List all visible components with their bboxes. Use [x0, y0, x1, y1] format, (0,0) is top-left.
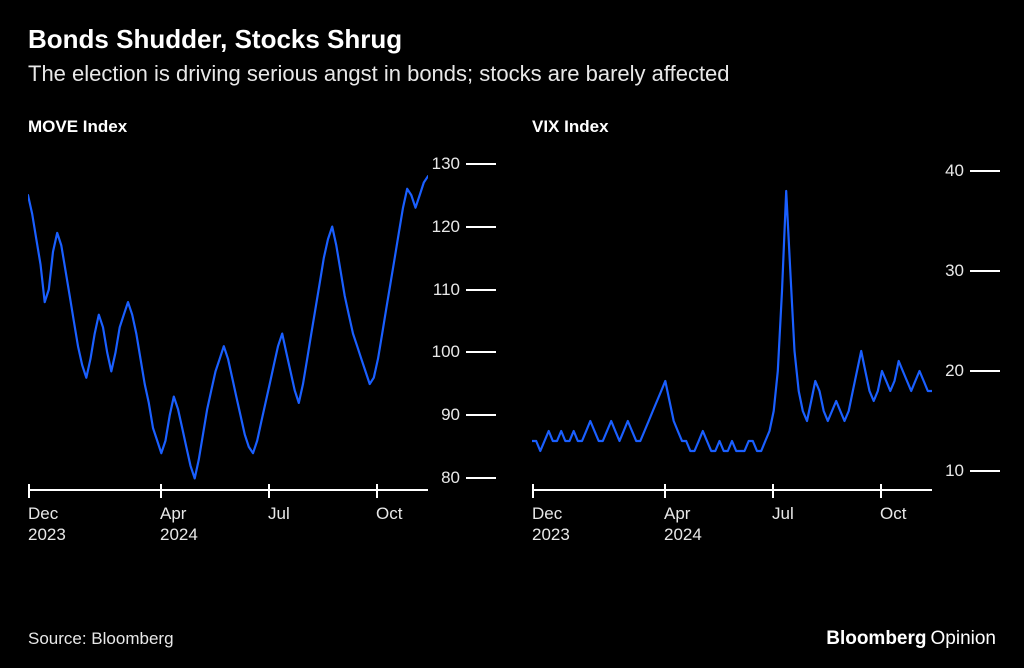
chart-plot-area: 80 90 100 110 120 130: [28, 151, 496, 491]
chart-panel-vix: VIX Index 10 20 30 40 Dec2023 Apr2024 Jul Oct: [532, 117, 1000, 551]
y-tick: 130: [428, 154, 496, 174]
source-text: Source: Bloomberg: [28, 629, 174, 649]
x-tick-label: Apr2024: [664, 503, 702, 546]
y-tick: 110: [428, 280, 496, 300]
chart-subtitle: The election is driving serious angst in…: [28, 61, 996, 87]
x-tick-label: Dec2023: [28, 503, 66, 546]
charts-row: MOVE Index 80 90 100 110 120 130 Dec2023 Apr20…: [28, 117, 996, 551]
y-tick-mark: [970, 270, 1000, 272]
chart-panel-move: MOVE Index 80 90 100 110 120 130 Dec2023 Apr20…: [28, 117, 496, 551]
y-tick-label: 40: [932, 161, 964, 181]
y-tick-label: 110: [428, 280, 460, 300]
y-tick: 10: [932, 461, 1000, 481]
line-series: [532, 151, 932, 491]
x-axis-labels: Dec2023 Apr2024 Jul Oct: [28, 503, 428, 551]
x-tick-label: Dec2023: [532, 503, 570, 546]
x-tick: [532, 484, 534, 498]
y-tick-mark: [466, 163, 496, 165]
x-tick-label: Oct: [880, 503, 906, 524]
y-axis: 10 20 30 40: [932, 151, 1000, 491]
brand-part1: Bloomberg: [826, 628, 926, 649]
x-tick: [268, 484, 270, 498]
y-tick: 80: [428, 468, 496, 488]
x-axis-baseline: [532, 489, 932, 491]
footer: Source: Bloomberg BloombergOpinion: [28, 628, 996, 650]
y-tick: 90: [428, 405, 496, 425]
brand-logo: BloombergOpinion: [826, 628, 996, 650]
y-tick-mark: [970, 170, 1000, 172]
y-tick-label: 30: [932, 261, 964, 281]
y-tick-label: 20: [932, 361, 964, 381]
x-tick: [160, 484, 162, 498]
y-tick-label: 10: [932, 461, 964, 481]
x-tick: [376, 484, 378, 498]
x-tick: [664, 484, 666, 498]
brand-part2: Opinion: [931, 628, 997, 649]
chart-panel-title: VIX Index: [532, 117, 1000, 137]
y-tick: 20: [932, 361, 1000, 381]
y-tick-label: 130: [428, 154, 460, 174]
x-tick-label: Apr2024: [160, 503, 198, 546]
y-tick-label: 100: [428, 342, 460, 362]
chart-title: Bonds Shudder, Stocks Shrug: [28, 24, 996, 55]
y-tick-mark: [466, 289, 496, 291]
x-axis-baseline: [28, 489, 428, 491]
y-tick-mark: [970, 470, 1000, 472]
y-tick-mark: [466, 351, 496, 353]
y-tick: 30: [932, 261, 1000, 281]
y-tick: 40: [932, 161, 1000, 181]
y-tick-mark: [466, 414, 496, 416]
x-tick: [880, 484, 882, 498]
x-axis-labels: Dec2023 Apr2024 Jul Oct: [532, 503, 932, 551]
y-tick-label: 120: [428, 217, 460, 237]
y-tick-mark: [466, 477, 496, 479]
y-tick-label: 80: [428, 468, 460, 488]
x-tick-label: Oct: [376, 503, 402, 524]
y-tick-label: 90: [428, 405, 460, 425]
line-series: [28, 151, 428, 491]
x-tick-label: Jul: [268, 503, 290, 524]
chart-panel-title: MOVE Index: [28, 117, 496, 137]
x-tick: [772, 484, 774, 498]
x-tick: [28, 484, 30, 498]
y-tick-mark: [466, 226, 496, 228]
y-tick: 120: [428, 217, 496, 237]
y-tick: 100: [428, 342, 496, 362]
y-axis: 80 90 100 110 120 130: [428, 151, 496, 491]
y-tick-mark: [970, 370, 1000, 372]
chart-plot-area: 10 20 30 40: [532, 151, 1000, 491]
x-tick-label: Jul: [772, 503, 794, 524]
